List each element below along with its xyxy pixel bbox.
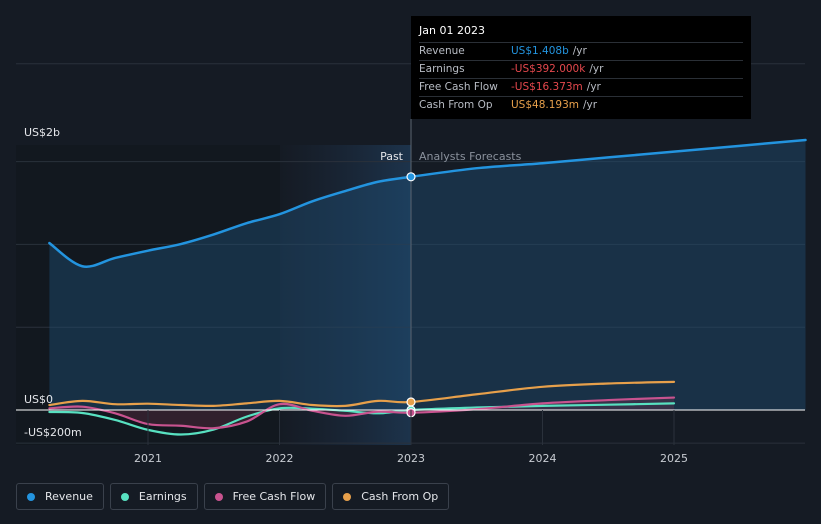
tooltip-label: Free Cash Flow	[419, 81, 498, 93]
y-tick-bottom: -US$200m	[24, 426, 82, 439]
tooltip-value: US$48.193m	[511, 99, 579, 111]
legend-dot-icon	[27, 492, 35, 501]
marker-cash-from-op	[406, 397, 416, 407]
tooltip-value: -US$16.373m	[511, 81, 583, 93]
x-tick-label: 2023	[397, 452, 425, 465]
tooltip: Jan 01 2023 Revenue US$1.408b /yr Earnin…	[411, 16, 751, 119]
past-label: Past	[380, 150, 404, 163]
legend-label: Cash From Op	[361, 490, 439, 503]
tooltip-row-earnings: Earnings -US$392.000k /yr	[419, 60, 743, 78]
x-tick-label: 2021	[134, 452, 162, 465]
tooltip-unit: /yr	[589, 63, 604, 75]
tooltip-unit: /yr	[586, 81, 601, 93]
tooltip-unit: /yr	[572, 45, 587, 57]
tooltip-row-revenue: Revenue US$1.408b /yr	[419, 42, 743, 60]
tooltip-value: -US$392.000k	[511, 63, 586, 75]
tooltip-unit: /yr	[583, 99, 598, 111]
legend-item-revenue[interactable]: Revenue	[16, 483, 104, 510]
x-tick-label: 2022	[266, 452, 294, 465]
legend-item-free-cash-flow[interactable]: Free Cash Flow	[203, 483, 327, 510]
legend-item-earnings[interactable]: Earnings	[109, 483, 198, 510]
tooltip-label: Revenue	[419, 45, 465, 57]
legend-label: Earnings	[138, 490, 187, 503]
tooltip-value: US$1.408b	[511, 45, 569, 57]
x-tick-label: 2025	[660, 452, 688, 465]
tooltip-row-free-cash-flow: Free Cash Flow -US$16.373m /yr	[419, 78, 743, 96]
legend-label: Revenue	[45, 490, 93, 503]
legend-dot-icon	[214, 492, 223, 501]
legend: Revenue Earnings Free Cash Flow Cash Fro…	[16, 483, 450, 510]
marker-revenue	[406, 172, 416, 182]
series-lines	[48, 138, 807, 436]
revenue-area	[49, 140, 806, 410]
series-line-cash-from-op	[48, 380, 676, 408]
past-dark-region	[16, 145, 280, 445]
y-tick-zero: US$0	[24, 393, 53, 406]
y-tick-top: US$2b	[24, 126, 60, 139]
series-line-free-cash-flow	[48, 396, 676, 430]
tooltip-label: Earnings	[419, 63, 465, 75]
legend-label: Free Cash Flow	[232, 490, 316, 503]
hover-markers	[406, 172, 416, 418]
tooltip-date: Jan 01 2023	[419, 24, 485, 37]
series-line-revenue	[48, 138, 807, 268]
x-tick-label: 2024	[529, 452, 557, 465]
past-shade	[280, 145, 411, 445]
legend-dot-icon	[343, 492, 352, 501]
legend-dot-icon	[120, 492, 129, 501]
x-axis-ticks: 2021 2022 2023 2024 2025	[134, 410, 688, 465]
tooltip-row-cash-from-op: Cash From Op US$48.193m /yr	[419, 96, 743, 114]
tooltip-label: Cash From Op	[419, 99, 493, 111]
forecast-label: Analysts Forecasts	[419, 150, 522, 163]
legend-item-cash-from-op[interactable]: Cash From Op	[332, 483, 450, 510]
